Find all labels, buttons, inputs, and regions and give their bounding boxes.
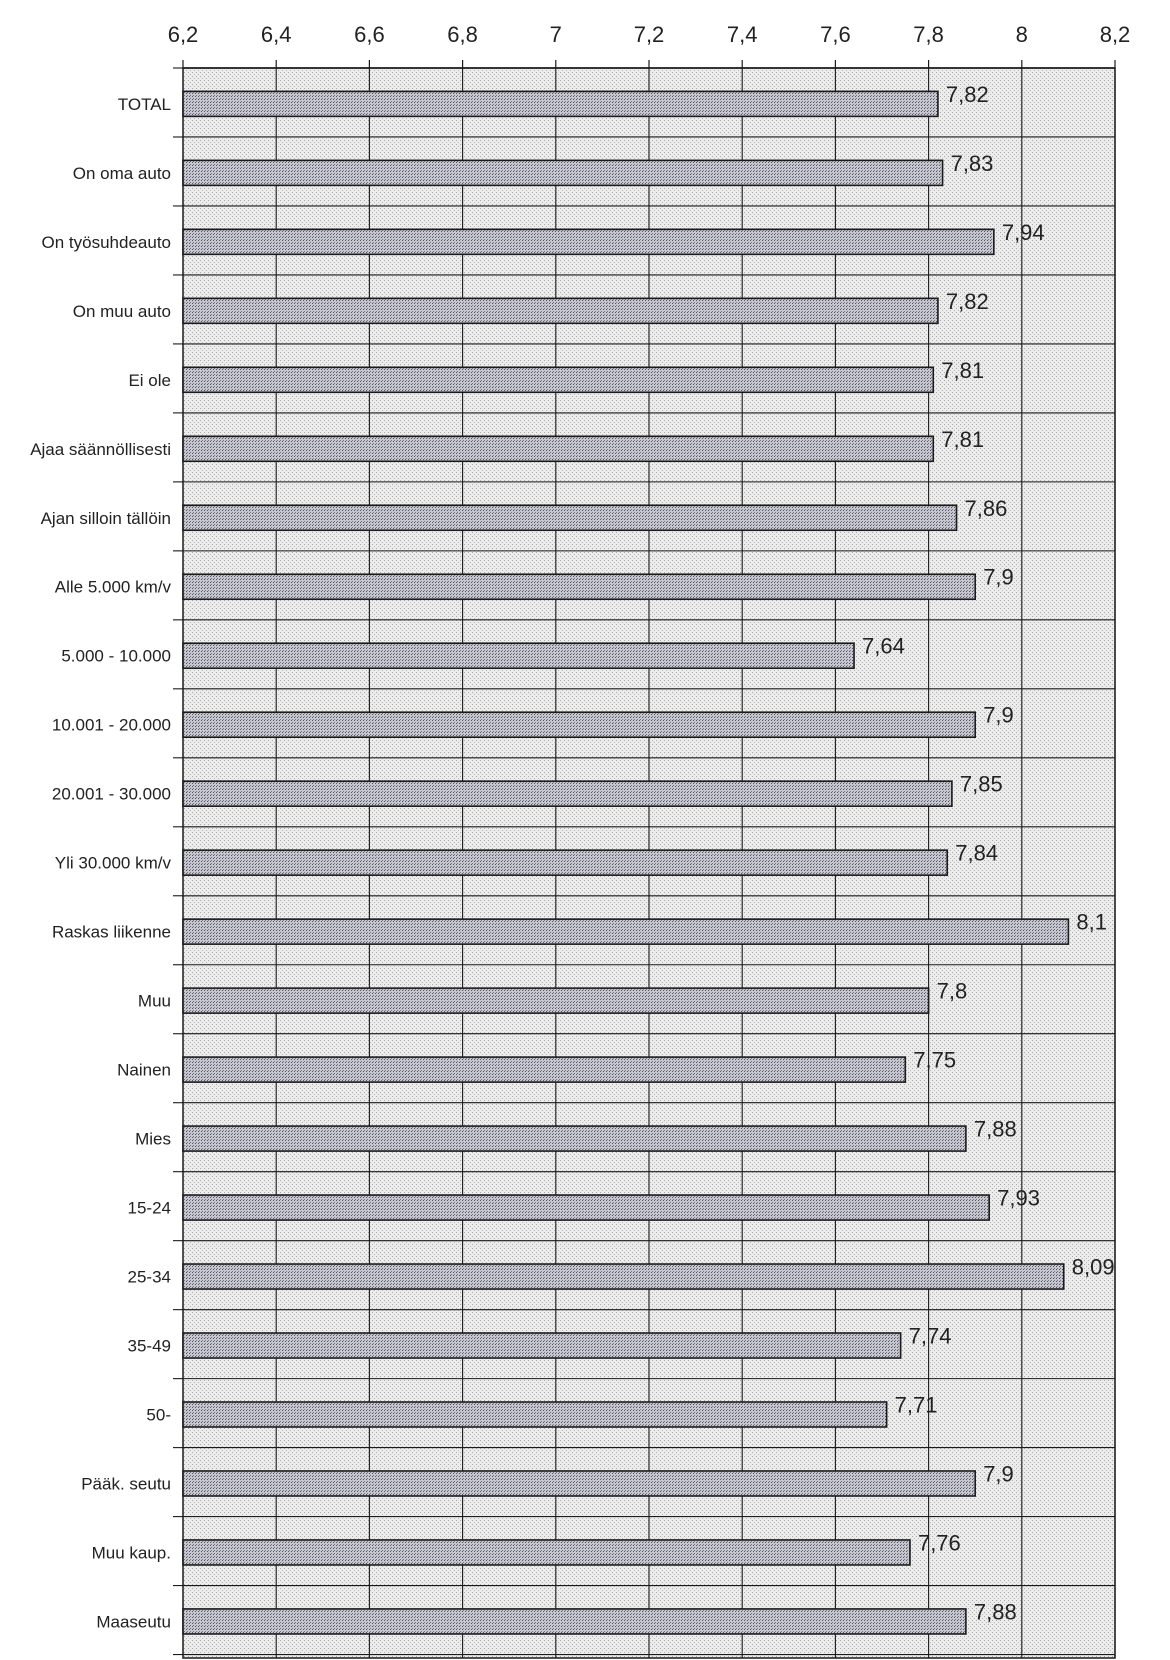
category-label: Muu xyxy=(138,992,171,1011)
category-label: Nainen xyxy=(117,1061,171,1080)
bar xyxy=(182,780,953,807)
x-tick-label: 6,6 xyxy=(354,22,385,47)
bar xyxy=(182,987,930,1014)
category-label: 5.000 - 10.000 xyxy=(61,647,171,666)
data-label: 7,85 xyxy=(960,772,1003,797)
data-label: 7,71 xyxy=(895,1392,938,1417)
bar xyxy=(182,573,977,601)
category-label: On oma auto xyxy=(73,164,171,183)
x-tick-label: 7,6 xyxy=(820,22,851,47)
bar xyxy=(182,1608,967,1635)
x-tick-label: 7,8 xyxy=(913,22,944,47)
bar xyxy=(182,1539,911,1566)
bar xyxy=(182,159,944,187)
x-tick-label: 6,2 xyxy=(168,22,199,47)
data-label: 7,75 xyxy=(913,1048,956,1073)
x-tick-label: 8,2 xyxy=(1100,22,1131,47)
data-label: 7,93 xyxy=(997,1186,1040,1211)
category-label: Ajaa säännöllisesti xyxy=(30,440,171,459)
bar xyxy=(182,1194,990,1221)
data-label: 7,88 xyxy=(974,1117,1017,1142)
bar xyxy=(182,297,939,325)
data-label: 7,81 xyxy=(941,358,984,383)
bar xyxy=(182,366,935,394)
data-label: 7,82 xyxy=(946,289,989,314)
x-tick-label: 6,8 xyxy=(447,22,478,47)
category-label: 20.001 - 30.000 xyxy=(52,785,171,804)
bar xyxy=(182,918,1070,945)
bar xyxy=(182,1056,907,1083)
category-label: Muu kaup. xyxy=(92,1543,171,1562)
data-label: 7,9 xyxy=(983,703,1014,728)
data-label: 7,74 xyxy=(909,1324,952,1349)
bar xyxy=(182,1470,977,1497)
category-label: 15-24 xyxy=(128,1199,171,1218)
bar xyxy=(182,1263,1065,1290)
x-tick-label: 7,4 xyxy=(727,22,758,47)
category-label: On muu auto xyxy=(73,302,171,321)
category-label: Ajan silloin tällöin xyxy=(41,509,171,528)
category-label: 50- xyxy=(146,1405,171,1424)
category-label: Pääk. seutu xyxy=(81,1474,171,1493)
bar xyxy=(182,1332,902,1359)
category-label: Yli 30.000 km/v xyxy=(55,854,172,873)
bar xyxy=(182,1125,967,1152)
data-label: 7,88 xyxy=(974,1599,1017,1624)
category-label: TOTAL xyxy=(118,95,171,114)
x-tick-label: 7,2 xyxy=(634,22,665,47)
bar xyxy=(182,90,939,118)
x-tick-label: 8 xyxy=(1016,22,1028,47)
bar xyxy=(182,711,977,738)
category-label: Maaseutu xyxy=(96,1612,171,1631)
data-label: 7,82 xyxy=(946,82,989,107)
data-label: 7,9 xyxy=(983,1461,1014,1486)
category-label: 35-49 xyxy=(128,1337,171,1356)
data-label: 7,76 xyxy=(918,1530,961,1555)
data-label: 8,1 xyxy=(1076,910,1107,935)
category-label: Mies xyxy=(135,1130,171,1149)
data-label: 7,84 xyxy=(955,841,998,866)
data-label: 7,86 xyxy=(965,496,1008,521)
bars xyxy=(182,90,1070,1635)
category-label: 10.001 - 20.000 xyxy=(52,716,171,735)
category-label: Alle 5.000 km/v xyxy=(55,578,172,597)
x-tick-label: 7 xyxy=(550,22,562,47)
category-label: On työsuhdeauto xyxy=(42,233,171,252)
bar xyxy=(182,435,935,463)
data-label: 8,09 xyxy=(1072,1255,1115,1280)
data-label: 7,8 xyxy=(937,979,968,1004)
data-label: 7,83 xyxy=(951,151,994,176)
bar xyxy=(182,228,995,256)
bar xyxy=(182,1401,888,1428)
bar xyxy=(182,642,855,670)
data-label: 7,64 xyxy=(862,634,905,659)
data-label: 7,94 xyxy=(1002,220,1045,245)
category-label: Raskas liikenne xyxy=(52,923,171,942)
data-label: 7,9 xyxy=(983,565,1014,590)
category-label: Ei ole xyxy=(128,371,171,390)
x-tick-label: 6,4 xyxy=(261,22,292,47)
bar xyxy=(182,504,958,532)
bar xyxy=(182,849,949,876)
data-label: 7,81 xyxy=(941,427,984,452)
category-label: 25-34 xyxy=(128,1268,171,1287)
